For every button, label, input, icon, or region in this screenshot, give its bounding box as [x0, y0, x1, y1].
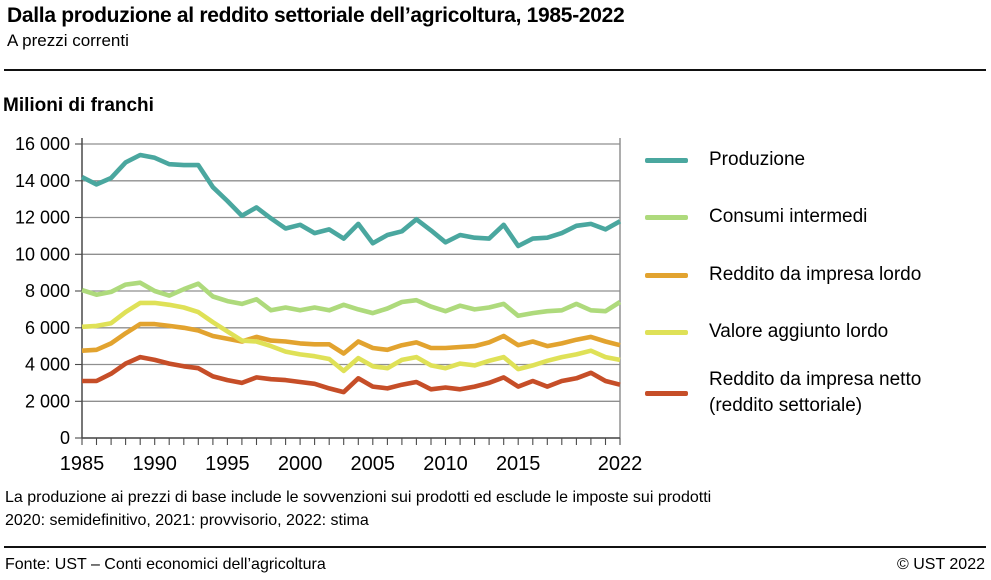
- legend-label: Produzione: [709, 149, 806, 170]
- legend-label: Reddito da impresa netto (reddito settor…: [709, 367, 921, 419]
- legend-label-line2: (reddito settoriale): [709, 395, 863, 416]
- y-tick-label: 16 000: [15, 134, 70, 154]
- page-subtitle: A prezzi correnti: [7, 31, 129, 50]
- x-tick-label: 1985: [60, 453, 105, 475]
- legend-color-chip-valore-aggiunto-lordo: [645, 329, 688, 335]
- y-tick-label: 0: [60, 428, 70, 448]
- series-line-reddito-impresa-netto: [82, 354, 621, 395]
- x-tick-label: 2015: [496, 453, 541, 475]
- x-tick-label: 2022: [598, 453, 643, 475]
- legend-color-chip-reddito-impresa-netto: [645, 390, 688, 396]
- x-tick-label: 2005: [351, 453, 396, 475]
- series-line-consumi-intermedi: [81, 280, 622, 319]
- footer-divider: [4, 546, 986, 548]
- y-axis-unit-label: Milioni di franchi: [3, 95, 154, 116]
- series-line-reddito-impresa-lordo: [81, 321, 621, 356]
- legend-label: Consumi intermedi: [709, 206, 868, 227]
- y-tick-label: 4 000: [25, 355, 70, 375]
- legend-label-line1: Reddito da impresa netto: [709, 369, 922, 390]
- series-line-valore-aggiunto-lordo: [81, 300, 621, 374]
- legend-color-chip-produzione: [645, 157, 688, 163]
- legend-color-chip-consumi-intermedi: [645, 214, 688, 220]
- x-tick-label: 1995: [205, 453, 250, 475]
- y-tick-label: 12 000: [15, 208, 70, 228]
- y-tick-label: 2 000: [25, 391, 70, 411]
- copyright-text: © UST 2022: [897, 556, 985, 573]
- line-chart: 0 2 000 4 000 6 000 8 000 10 000 12 000 14 000 1…: [15, 134, 643, 475]
- y-tick-label: 14 000: [15, 171, 70, 191]
- y-tick-label: 6 000: [25, 318, 70, 338]
- series-line-produzione: [80, 152, 622, 249]
- legend-item-valore-aggiunto-lordo: Valore aggiunto lordo: [645, 319, 888, 345]
- legend-item-consumi-intermedi: Consumi intermedi: [645, 204, 867, 230]
- source-text: Fonte: UST – Conti economici dell’agrico…: [5, 556, 326, 573]
- x-tick-label: 2000: [278, 453, 323, 475]
- legend-color-chip-reddito-impresa-lordo: [645, 272, 688, 278]
- footnote-basis: La produzione ai prezzi di base include …: [5, 489, 712, 506]
- legend-item-reddito-impresa-netto: Reddito da impresa netto (reddito settor…: [645, 367, 921, 419]
- y-tick-label: 10 000: [15, 244, 70, 264]
- y-tick-label: 8 000: [25, 281, 70, 301]
- legend-label: Reddito da impresa lordo: [709, 264, 922, 285]
- header-divider: [4, 69, 986, 71]
- x-tick-label: 1990: [132, 453, 177, 475]
- x-tick-label: 2010: [423, 453, 468, 475]
- chart-legend: Produzione Consumi intermedi Reddito da …: [645, 130, 989, 425]
- footnote-status: 2020: semidefinitivo, 2021: provvisorio,…: [5, 512, 369, 529]
- legend-item-reddito-impresa-lordo: Reddito da impresa lordo: [645, 262, 921, 288]
- page-title: Dalla produzione al reddito settoriale d…: [7, 4, 625, 27]
- legend-label: Valore aggiunto lordo: [709, 321, 889, 342]
- legend-item-produzione: Produzione: [645, 147, 805, 173]
